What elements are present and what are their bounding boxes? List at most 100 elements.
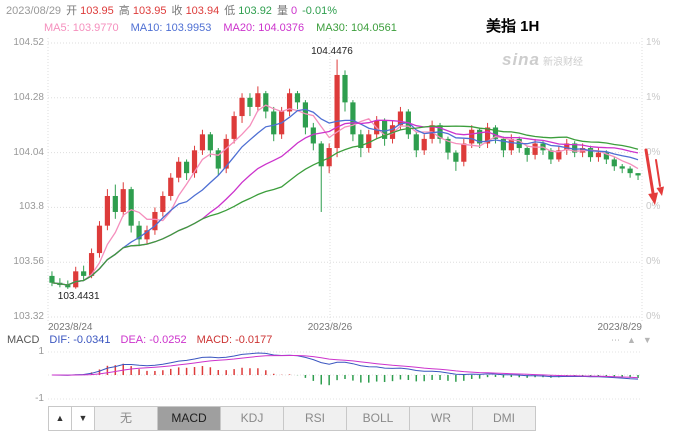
candle-body — [532, 143, 538, 155]
candle-body — [611, 159, 617, 167]
pct-axis-label: 1% — [646, 91, 661, 103]
candle-body — [263, 93, 269, 112]
change-percent: -0.01% — [302, 5, 337, 17]
ma-line-ma10 — [51, 108, 639, 286]
scale-down-button[interactable]: ▼ — [71, 406, 95, 431]
tab-none[interactable]: 无 — [94, 406, 158, 431]
y-axis-label: 104.04 — [13, 146, 44, 158]
macd-panel-layer — [51, 352, 639, 386]
tab-rsi[interactable]: RSI — [283, 406, 347, 431]
panel-down-icon[interactable]: ▼ — [642, 335, 652, 345]
candle-body — [199, 134, 206, 151]
x-axis-label: 2023/8/26 — [307, 322, 353, 333]
candle-body — [564, 143, 570, 151]
candle-body — [302, 102, 308, 128]
stat-low: 低 103.92 — [224, 5, 272, 17]
panel-up-icon[interactable]: ▲ — [627, 335, 636, 345]
macd-more-icon[interactable]: ⋯ — [611, 335, 620, 345]
candle-body — [397, 111, 404, 126]
tab-macd[interactable]: MACD — [157, 406, 221, 431]
candle-body — [286, 93, 293, 112]
macd-values: DIF: -0.0341 DEA: -0.0252 MACD: -0.0177 — [49, 334, 282, 346]
y-axis-label: 103.56 — [13, 256, 44, 268]
candle-body — [81, 271, 87, 276]
sina-logo-text: 新浪财经 — [543, 57, 584, 68]
candle-body — [469, 129, 475, 144]
candle-body — [437, 125, 443, 139]
y-axis-label: 103.8 — [18, 201, 44, 213]
macd-panel-label: MACD — [7, 334, 40, 346]
candle-body — [96, 225, 103, 254]
candle-body — [374, 120, 380, 135]
candle-body — [421, 138, 427, 151]
candle-body — [279, 111, 285, 135]
candle-body — [389, 125, 396, 139]
candle-body — [445, 138, 451, 153]
pct-axis-label: 0% — [646, 146, 661, 158]
candle-body — [635, 173, 641, 176]
trend-arrow-annotation — [644, 148, 664, 205]
candle-body — [572, 143, 578, 153]
ma-line-ma20 — [51, 119, 639, 286]
candle-body — [580, 148, 586, 153]
dea-line — [52, 355, 639, 379]
candle-body — [405, 111, 411, 135]
candle-body — [342, 74, 348, 103]
candle-body — [65, 285, 71, 288]
candle-body — [540, 143, 546, 151]
scale-up-button[interactable]: ▲ — [48, 406, 72, 431]
candle-body — [207, 134, 213, 151]
ma-legend: MA5: 103.9770 MA10: 103.9953 MA20: 104.037… — [44, 22, 409, 34]
candle-body — [144, 230, 150, 240]
pct-axis-label: 0% — [646, 311, 661, 322]
stat-volume: 量 0 — [276, 5, 298, 17]
candle-body — [484, 127, 491, 144]
candle-body — [49, 275, 55, 283]
triangle-up-icon: ▲ — [55, 413, 65, 423]
candle-body — [492, 127, 499, 139]
ohlc-stats: 开 103.95 高 103.95 收 103.94 低 103.92 量 0 — [66, 5, 302, 17]
tab-wr[interactable]: WR — [409, 406, 473, 431]
ma-line-ma5 — [51, 104, 639, 286]
candle-body — [627, 168, 633, 174]
candle-body — [176, 161, 182, 178]
x-axis-label: 2023/8/29 — [597, 322, 643, 333]
tab-boll[interactable]: BOLL — [346, 406, 410, 431]
candle-body — [223, 138, 229, 169]
candle-body — [556, 150, 562, 160]
macd-header: MACD DIF: -0.0341 DEA: -0.0252 MACD: -0.017… — [7, 334, 282, 346]
candle-body — [57, 282, 63, 286]
x-axis-label: 2023/8/24 — [48, 322, 93, 333]
candle-body — [271, 111, 277, 135]
candle-body — [334, 74, 340, 149]
candle-body — [168, 177, 174, 196]
candle-body — [247, 97, 253, 107]
tab-dmi[interactable]: DMI — [472, 406, 536, 431]
tab-kdj[interactable]: KDJ — [220, 406, 284, 431]
candle-body — [603, 152, 609, 160]
ohlc-bar: 2023/08/29 开 103.95 高 103.95 收 103.94 低 103.… — [6, 2, 342, 18]
candle-body — [215, 150, 221, 169]
candle-body — [152, 211, 158, 231]
candle-body — [255, 93, 261, 107]
candle-body — [104, 195, 110, 226]
candle-body — [184, 161, 190, 174]
date-label: 2023/08/29 — [6, 5, 62, 17]
macd-header-icons: ⋯ ▲ ▼ — [604, 335, 652, 346]
candle-body — [366, 134, 372, 149]
legend-ma20: MA20: 104.0376 — [223, 22, 305, 34]
candle-body — [318, 143, 324, 167]
candle-body — [350, 102, 356, 135]
pct-axis-label: 0% — [646, 256, 661, 268]
candle-body — [500, 138, 506, 151]
candle-body — [382, 120, 388, 139]
macd-macd: MACD: -0.0177 — [196, 334, 273, 346]
candle-body — [524, 148, 530, 155]
pct-axis-label: 1% — [646, 37, 661, 48]
macd-y-axis-label: -1 — [35, 393, 44, 404]
candle-body — [294, 93, 301, 103]
candles-layer — [49, 59, 641, 289]
candle-body — [461, 143, 467, 162]
legend-ma10: MA10: 103.9953 — [130, 22, 212, 34]
